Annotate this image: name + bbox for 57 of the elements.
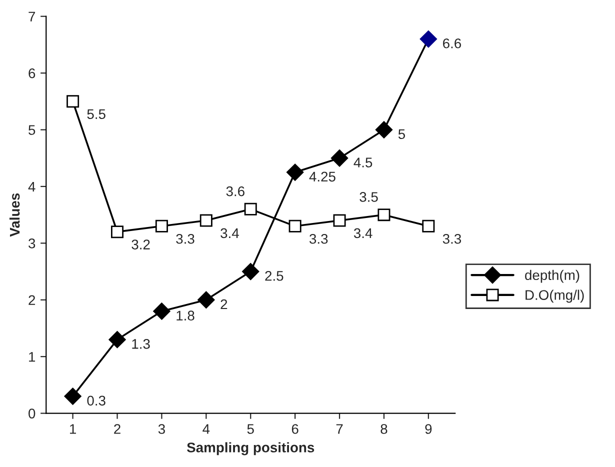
data-label: 4.25 [309,172,336,182]
point [198,291,215,308]
point [66,95,80,108]
data-label: 3.5 [360,192,378,202]
point [242,262,260,280]
point [288,220,302,232]
data-label: 4.5 [354,158,372,168]
y-tick-label: 2 [28,295,36,305]
y-tick-label: 7 [28,12,36,22]
point [422,220,435,232]
data-label: 3.2 [132,240,150,250]
y-tick-label: 3 [28,238,36,248]
x-tick-label: 3 [158,424,165,434]
legend-label: D.O(mg/l) [526,290,584,303]
x-tick-label: 4 [202,424,210,434]
y-axis-title: Values [9,193,20,237]
point [286,164,304,181]
y-tick-label: 4 [28,182,36,192]
y-tick-label: 5 [28,125,36,135]
point [64,388,82,405]
data-label: 3.6 [226,186,244,196]
point [200,214,212,227]
data-label: 6.6 [443,38,462,48]
point [333,214,346,227]
x-tick-label: 7 [336,424,343,434]
point [111,226,124,238]
x-tick-label: 8 [380,424,388,434]
data-label: 5.5 [87,109,106,120]
data-label: 3.3 [309,234,328,244]
point [420,30,437,48]
x-tick-label: 6 [292,424,298,434]
point [155,220,168,232]
data-label: 0.3 [87,396,106,406]
legend-label: depth(m) [525,270,580,283]
y-tick-label: 6 [28,68,36,78]
data-label: 3.3 [176,234,194,244]
point [375,121,393,138]
y-tick-label: 0 [28,408,36,418]
point [153,302,170,320]
x-tick-label: 5 [247,424,254,434]
point [330,150,348,167]
point [378,208,390,222]
x-tick-label: 9 [425,424,432,434]
data-label: 3.3 [442,234,462,244]
x-tick-label: 2 [114,424,120,434]
data-label: 2 [220,299,228,310]
data-label: 1.3 [132,339,150,349]
data-label: 1.8 [176,310,194,321]
data-label: 2.5 [265,270,284,281]
x-tick-label: 1 [70,424,76,434]
point [244,202,257,216]
data-label: 5 [398,129,406,140]
data-label: 3.4 [354,228,372,238]
data-label: 3.4 [220,228,239,238]
point [108,331,126,348]
x-axis-title: Sampling positions [186,442,314,456]
y-tick-label: 1 [29,352,36,362]
